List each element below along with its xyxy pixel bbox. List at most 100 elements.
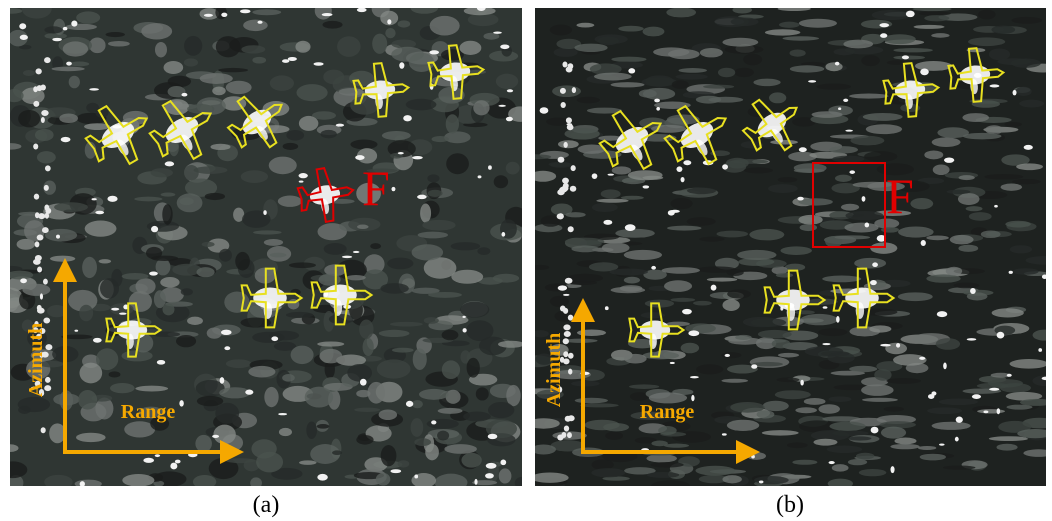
bright-speckle [353,251,360,253]
range-label: Range [640,401,695,423]
speckle [1016,87,1032,96]
speckle [643,88,675,100]
speckle [446,114,459,133]
bright-speckle [42,227,49,233]
bright-speckle [74,330,78,332]
bright-speckle [37,235,44,241]
speckle [428,190,443,197]
speckle [671,198,693,209]
speckle [969,212,992,221]
speckle [1020,399,1052,406]
speckle [488,402,514,418]
bright-speckle [567,124,574,130]
bright-speckle [997,408,1000,414]
speckle [69,76,80,89]
bright-speckle [688,330,699,336]
speckle [476,387,489,400]
speckle [950,235,974,244]
speckle [1,143,22,149]
bright-speckle [568,315,574,321]
speckle [135,278,155,294]
speckle [651,480,690,491]
speckle [997,58,1031,65]
bright-speckle [572,87,576,93]
bright-speckle [299,181,304,183]
speckle [477,247,490,255]
speckle [202,242,215,247]
speckle [296,84,327,101]
range-label: Range [121,401,176,423]
bright-speckle [880,344,891,347]
bright-speckle [43,318,50,324]
bright-speckle [282,59,289,63]
speckle [825,62,842,71]
bright-speckle [157,360,165,365]
speckle [252,57,266,64]
speckle [23,70,35,76]
speckle [520,154,551,159]
bright-speckle [562,62,567,68]
speckle [256,452,283,473]
bright-speckle [336,124,344,127]
speckle [959,175,975,180]
speckle [845,211,883,220]
speckle [506,385,520,406]
speckle [762,430,799,435]
speckle [241,45,265,53]
speckle [703,85,734,89]
speckle [379,410,397,420]
speckle [348,218,380,231]
speckle [354,408,380,412]
bright-speckle [607,174,614,176]
speckle [924,151,943,160]
speckle [592,203,618,212]
speckle [967,292,988,300]
bright-speckle [263,210,266,215]
bright-speckle [625,224,636,231]
speckle [727,289,751,298]
speckle [1001,184,1022,191]
speckle [743,54,762,66]
speckle [193,475,216,489]
speckle [35,129,54,141]
speckle [438,408,463,414]
bright-speckle [568,415,575,421]
bright-speckle [41,117,45,123]
bright-speckle [299,173,308,178]
speckle [1010,359,1049,369]
speckle [769,92,786,103]
speckle [854,258,886,269]
speckle [428,292,462,298]
speckle [795,310,815,314]
speckle [624,354,647,364]
bright-speckle [563,294,570,296]
speckle [968,37,1005,46]
speckle [499,468,512,483]
speckle [109,371,121,377]
speckle [163,304,175,316]
bright-speckle [880,33,887,38]
speckle [601,189,621,198]
speckle [468,13,499,26]
speckle [992,308,1024,317]
speckle [387,258,413,270]
bright-speckle [500,460,506,466]
speckle [795,407,817,413]
speckle [346,275,366,280]
speckle [618,26,643,32]
speckle [884,34,916,44]
bright-speckle [414,475,418,479]
speckle [82,257,97,278]
speckle [790,49,806,56]
bright-speckle [603,220,612,225]
bright-speckle [63,27,68,31]
bright-speckle [561,102,566,108]
bright-speckle [403,115,412,121]
speckle [226,458,256,463]
speckle [154,290,166,308]
speckle [981,230,1001,238]
bright-speckle [40,293,43,299]
speckle [828,479,853,489]
bright-speckle [557,435,563,441]
bright-speckle [1042,275,1048,279]
